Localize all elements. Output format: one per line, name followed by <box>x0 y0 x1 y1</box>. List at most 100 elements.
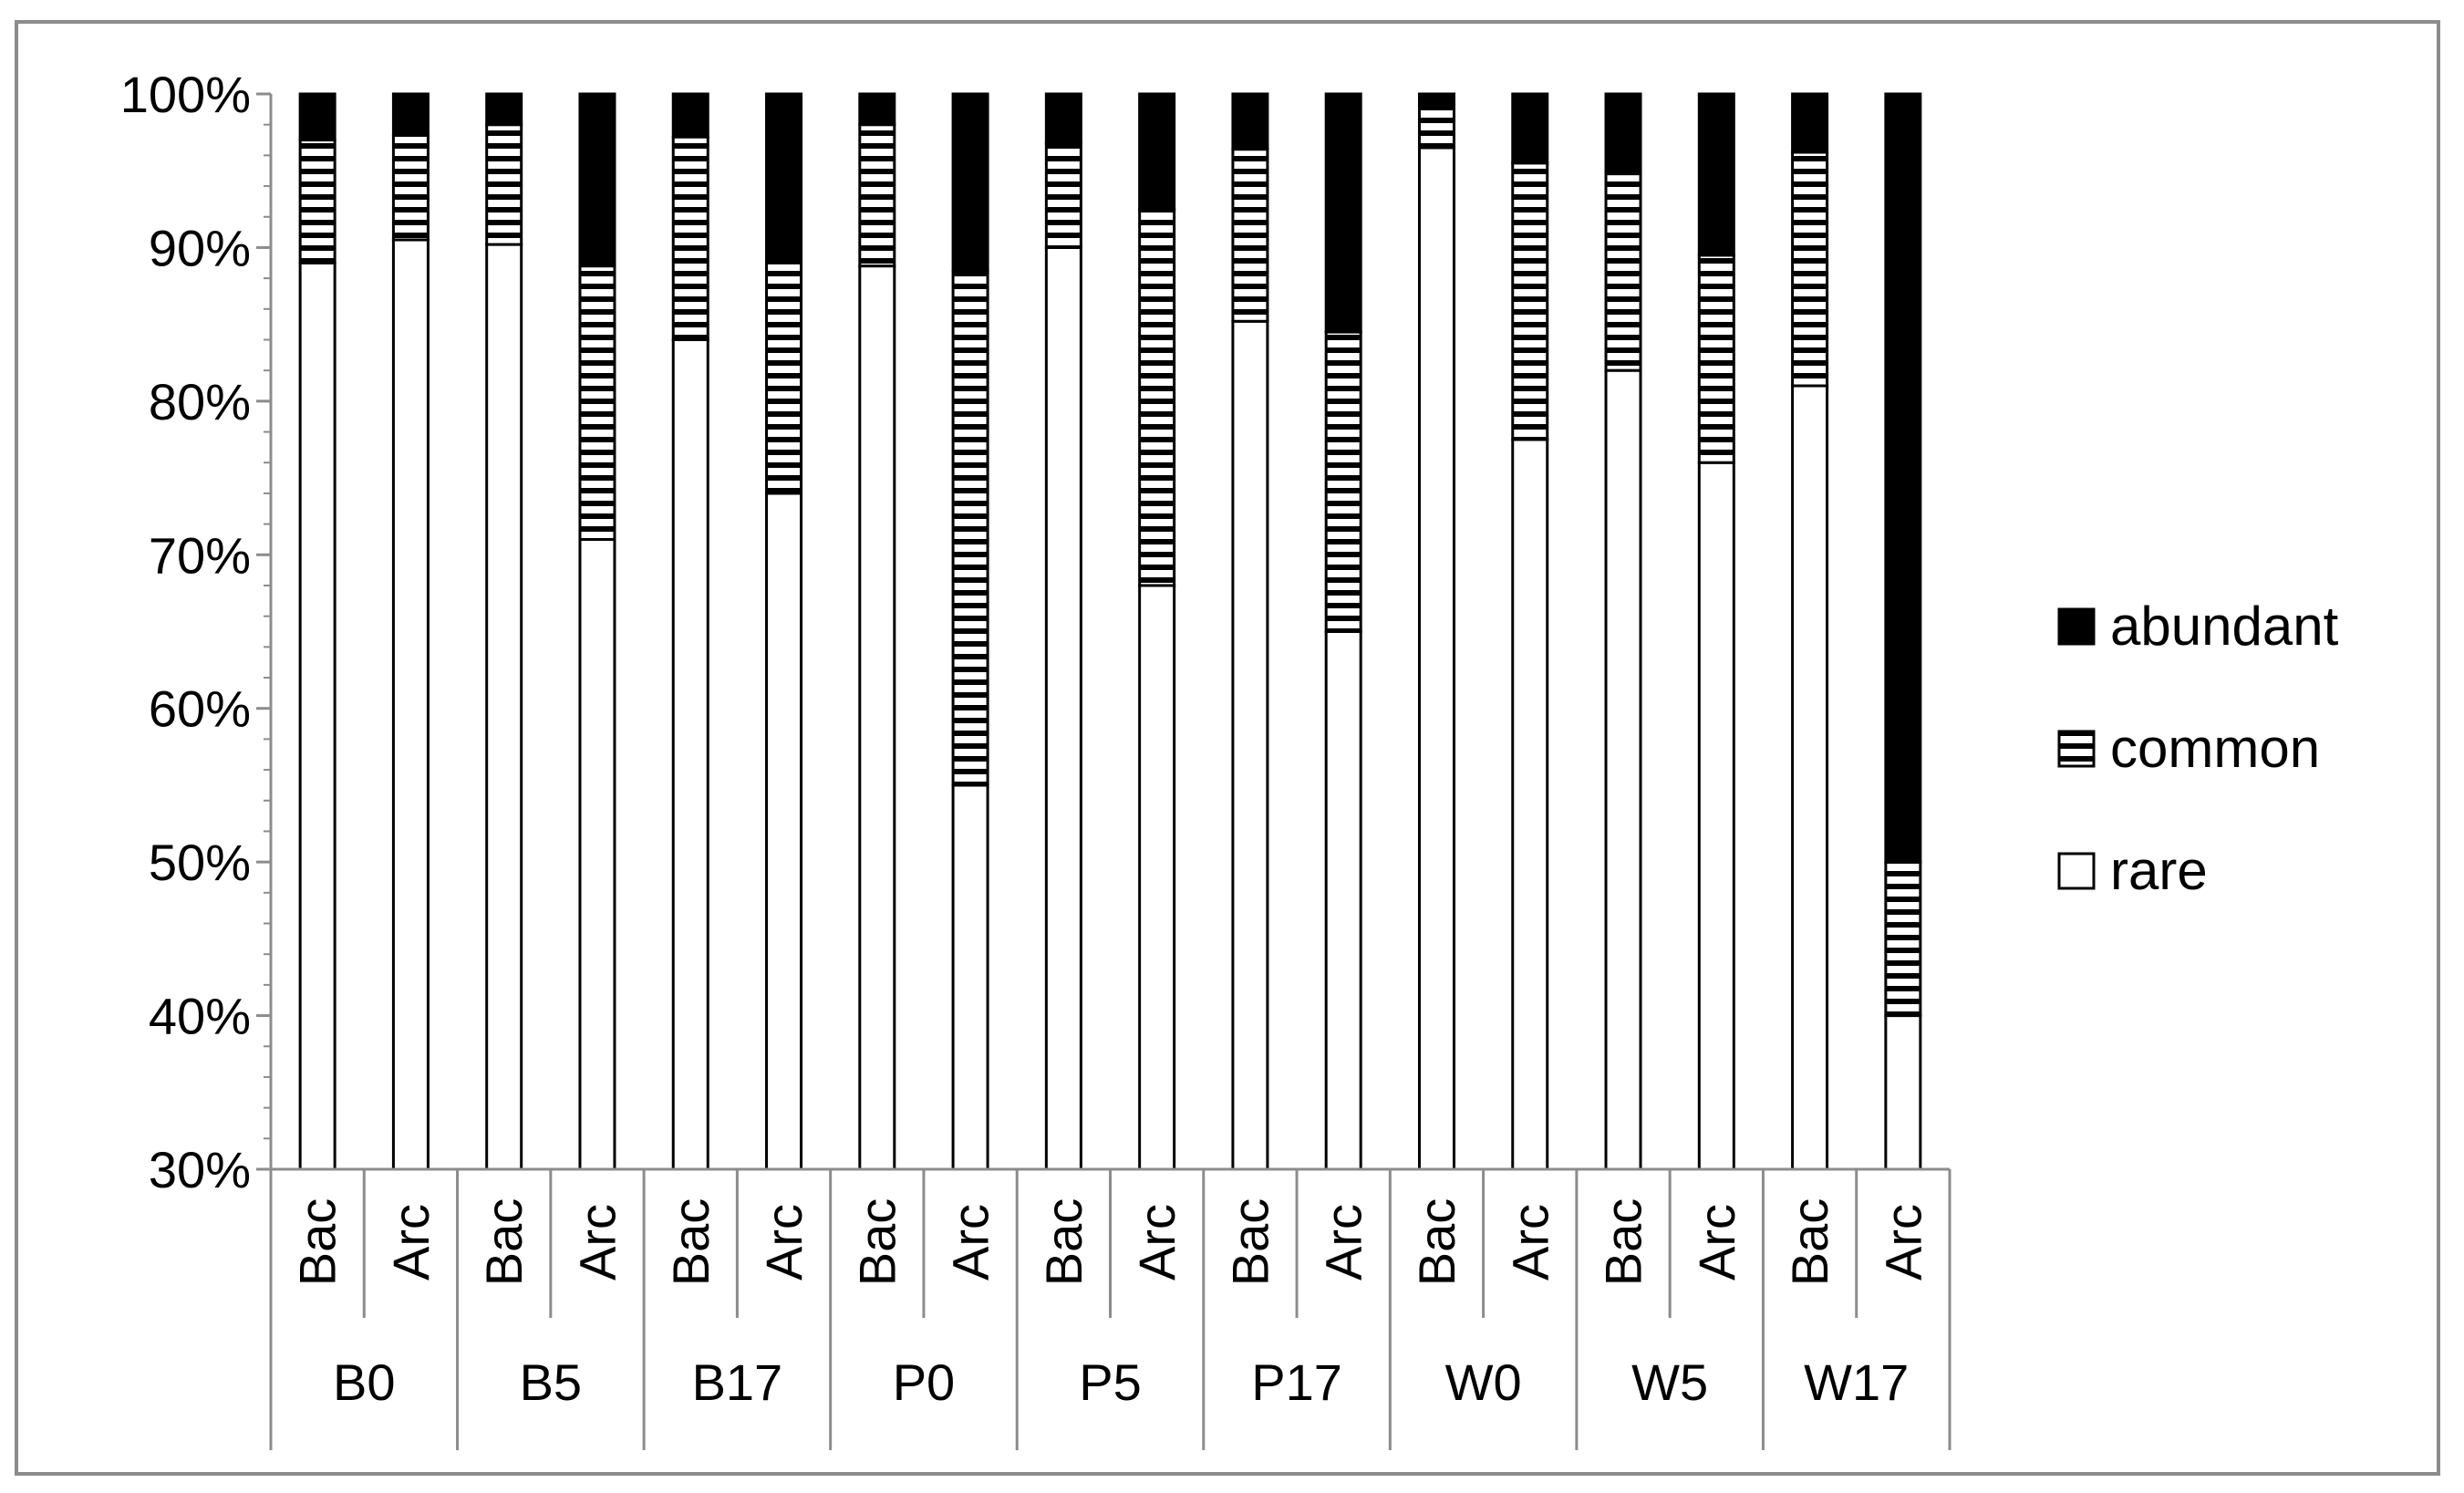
bar-abundant <box>1138 92 1176 211</box>
x-sub-label: Bac <box>1595 1198 1652 1287</box>
bar-abundant <box>1791 92 1829 154</box>
y-tick-label: 40% <box>149 988 251 1045</box>
bar-common <box>1417 103 1455 150</box>
bar-rare <box>951 783 989 1171</box>
bar-abundant <box>1604 92 1642 176</box>
legend-swatch-common <box>2057 730 2096 768</box>
y-axis: 30% 40% 50% 60% 70% 80% 90% 100% <box>120 66 273 1198</box>
y-tick-label: 70% <box>149 526 251 584</box>
bar-common <box>1604 172 1642 372</box>
x-group-label: B0 <box>333 1353 396 1411</box>
x-sub-label: Bac <box>1408 1198 1465 1287</box>
bar-abundant <box>765 92 803 264</box>
bars-layer <box>298 92 1922 1171</box>
bar-abundant <box>1884 92 1922 864</box>
bar-abundant <box>578 92 616 268</box>
x-sub-label: Bac <box>475 1198 533 1287</box>
bar-rare <box>1511 438 1549 1171</box>
bar-common <box>671 135 709 341</box>
x-group-label: B17 <box>692 1353 783 1411</box>
x-group-label: W5 <box>1631 1353 1708 1411</box>
x-sub-label: Arc <box>1501 1204 1558 1280</box>
bar-abundant <box>671 92 709 139</box>
legend-label-rare: rare <box>2110 840 2208 901</box>
bar-common <box>485 123 523 246</box>
bar-common <box>578 264 616 541</box>
bar-abundant <box>1697 92 1735 257</box>
bar-common <box>1697 254 1735 464</box>
bar-abundant <box>1417 92 1455 107</box>
x-group-label: P17 <box>1251 1353 1342 1411</box>
bar-abundant <box>858 92 896 127</box>
bar-rare <box>1697 461 1735 1171</box>
bar-rare <box>1604 368 1642 1171</box>
x-sub-label: Bac <box>1035 1198 1092 1287</box>
x-sub-label: Arc <box>1874 1204 1931 1280</box>
bar-rare <box>578 537 616 1171</box>
legend-label-abundant: abundant <box>2110 596 2339 657</box>
legend-label-common: common <box>2110 718 2320 779</box>
x-axis: Bac Arc Bac Arc Bac Arc Bac Arc Bac Arc Bac Arc Bac A… <box>269 1167 1952 1450</box>
x-group-label: W0 <box>1445 1353 1522 1411</box>
bar-rare <box>1791 384 1829 1171</box>
x-group-label: P0 <box>893 1353 956 1411</box>
bar-abundant <box>951 92 989 273</box>
y-tick-label: 30% <box>149 1141 251 1198</box>
bar-rare <box>1044 245 1082 1171</box>
x-sub-label: Bac <box>662 1198 720 1287</box>
bar-common <box>1044 141 1082 249</box>
x-sub-label: Arc <box>568 1204 626 1280</box>
bar-rare <box>1231 319 1269 1171</box>
y-tick-label: 50% <box>149 834 251 891</box>
bar-rare <box>765 492 803 1171</box>
bar-rare <box>391 238 430 1171</box>
x-sub-label: Arc <box>382 1204 440 1280</box>
y-tick-label: 60% <box>149 680 251 738</box>
x-sub-label: Bac <box>1221 1198 1279 1287</box>
y-tick-label: 90% <box>149 219 251 276</box>
bar-common <box>1324 330 1362 633</box>
x-sub-label: Arc <box>1688 1204 1745 1280</box>
x-sub-label: Bac <box>289 1198 347 1287</box>
bar-common <box>951 269 989 787</box>
bar-rare <box>485 243 523 1171</box>
bar-rare <box>1324 630 1362 1171</box>
bar-common <box>298 139 336 264</box>
legend: abundant common rare <box>2057 596 2339 901</box>
bar-rare <box>1884 1014 1922 1171</box>
bar-rare <box>671 337 709 1171</box>
bar-rare <box>1417 146 1455 1171</box>
bar-common <box>1884 860 1922 1018</box>
bar-abundant <box>1324 92 1362 334</box>
bar-abundant <box>391 92 430 137</box>
x-sub-label: Bac <box>1781 1198 1838 1287</box>
bar-common <box>1231 148 1269 323</box>
bar-abundant <box>1511 92 1549 165</box>
x-sub-label: Arc <box>1315 1204 1372 1280</box>
bar-common <box>858 123 896 268</box>
x-group-label: B5 <box>520 1353 583 1411</box>
x-sub-label: Bac <box>848 1198 906 1287</box>
bar-abundant <box>485 92 523 127</box>
bar-common <box>765 261 803 495</box>
bar-common <box>1511 161 1549 441</box>
bar-rare <box>858 264 896 1171</box>
x-sub-label: Arc <box>1128 1204 1185 1280</box>
y-tick-label: 100% <box>120 66 251 123</box>
x-sub-label: Arc <box>755 1204 813 1280</box>
bar-rare <box>1138 584 1176 1171</box>
bar-common <box>1138 207 1176 587</box>
y-tick-label: 80% <box>149 373 251 430</box>
bar-abundant <box>1044 92 1082 145</box>
legend-swatch-rare <box>2057 852 2096 890</box>
legend-swatch-abundant <box>2057 607 2096 646</box>
x-group-label: W17 <box>1804 1353 1909 1411</box>
bar-common <box>1791 150 1829 388</box>
x-sub-label: Arc <box>942 1204 999 1280</box>
bar-rare <box>298 261 336 1171</box>
bar-abundant <box>1231 92 1269 151</box>
x-group-label: P5 <box>1079 1353 1142 1411</box>
bar-abundant <box>298 92 336 142</box>
bar-common <box>391 133 430 242</box>
